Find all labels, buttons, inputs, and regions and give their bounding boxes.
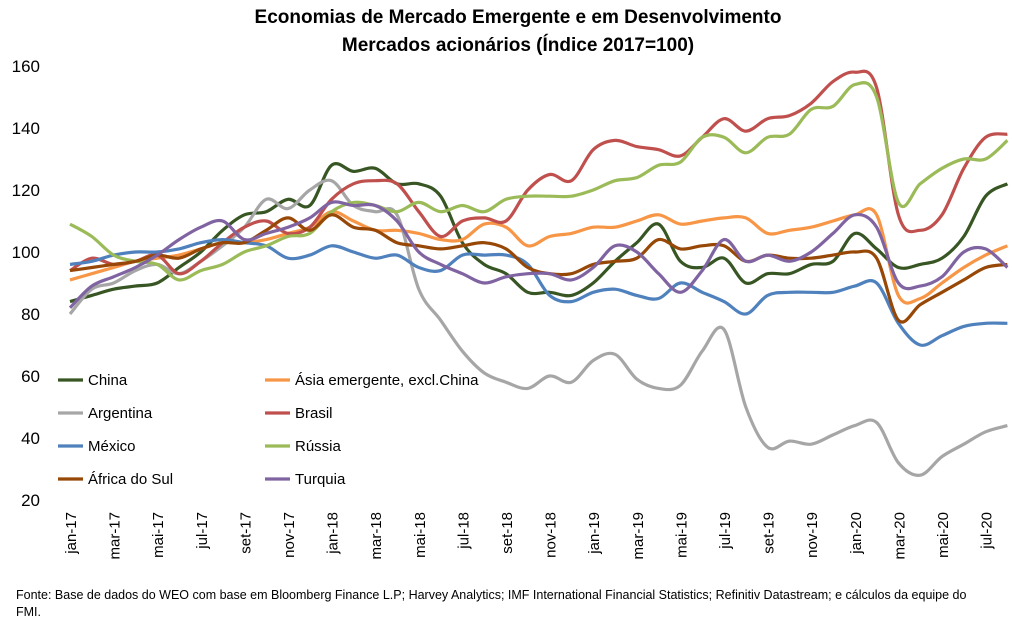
x-tick-label: nov-17 (281, 512, 298, 558)
series-line (68, 200, 1009, 309)
x-tick-label: set-17 (237, 512, 254, 554)
y-tick-label: 100 (12, 243, 40, 262)
series-line (69, 81, 1009, 282)
legend-label: África do Sul (88, 471, 173, 488)
x-tick-label: mai-20 (935, 512, 952, 558)
chart-subtitle: Mercados acionários (Índice 2017=100) (342, 34, 694, 56)
y-tick-label: 40 (21, 429, 40, 448)
legend-label: Ásia emergente, excl.China (295, 372, 479, 389)
x-tick-label: jan-20 (848, 512, 865, 555)
legend-label: China (88, 372, 128, 389)
legend-label: Argentina (88, 405, 153, 422)
x-tick-label: nov-18 (543, 512, 560, 558)
x-tick-label: jan-18 (325, 512, 342, 555)
x-tick-label: jul-19 (717, 512, 734, 550)
legend-label: Brasil (295, 405, 333, 422)
source-note: Fonte: Base de dados do WEO com base em … (16, 588, 967, 619)
y-tick-label: 20 (21, 491, 40, 510)
x-tick-label: mar-19 (630, 512, 647, 560)
x-tick-label: mai-18 (412, 512, 429, 558)
x-tick-label: jul-20 (979, 512, 996, 550)
x-tick-label: mar-18 (368, 512, 385, 560)
y-tick-label: 60 (21, 367, 40, 386)
y-tick-label: 140 (12, 119, 40, 138)
x-tick-label: mar-20 (891, 512, 908, 560)
x-tick-label: set-18 (499, 512, 516, 554)
x-tick-label: jan-19 (586, 512, 603, 555)
x-tick-label: jan-17 (63, 512, 80, 555)
legend-label: México (88, 438, 136, 455)
y-tick-label: 120 (12, 181, 40, 200)
y-tick-label: 80 (21, 305, 40, 324)
legend-label: Turquia (295, 471, 346, 488)
x-tick-label: set-19 (761, 512, 778, 554)
y-tick-label: 160 (12, 57, 40, 76)
x-tick-label: mar-17 (107, 512, 124, 560)
series-line (69, 238, 1008, 347)
legend-label: Rússia (295, 438, 342, 455)
x-tick-label: mai-19 (673, 512, 690, 558)
x-tick-label: jul-18 (455, 512, 472, 550)
series-line (69, 162, 1009, 304)
chart-title: Economias de Mercado Emergente e em Dese… (255, 7, 782, 28)
x-tick-label: nov-19 (804, 512, 821, 558)
x-tick-label: mai-17 (150, 512, 167, 558)
x-tick-label: jul-17 (194, 512, 211, 550)
